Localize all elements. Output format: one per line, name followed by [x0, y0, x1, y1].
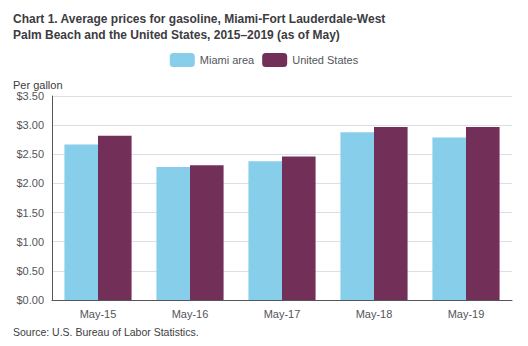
svg-text:$3.00: $3.00: [16, 119, 44, 131]
svg-text:May-17: May-17: [264, 308, 301, 320]
svg-text:$1.50: $1.50: [16, 207, 44, 219]
svg-text:$1.00: $1.00: [16, 236, 44, 248]
svg-text:May-16: May-16: [172, 308, 209, 320]
svg-text:May-15: May-15: [80, 308, 117, 320]
svg-text:Palm Beach and the United Stat: Palm Beach and the United States, 2015–2…: [13, 28, 340, 42]
svg-text:$3.50: $3.50: [16, 90, 44, 102]
svg-text:$0.00: $0.00: [16, 294, 44, 306]
svg-text:Chart 1. Average prices for ga: Chart 1. Average prices for gasoline, Mi…: [13, 12, 385, 26]
svg-text:$0.50: $0.50: [16, 265, 44, 277]
svg-text:Per gallon: Per gallon: [13, 79, 63, 91]
svg-text:Miami area: Miami area: [200, 54, 255, 66]
svg-text:May-19: May-19: [448, 308, 485, 320]
svg-text:$2.00: $2.00: [16, 177, 44, 189]
svg-text:United States: United States: [292, 54, 359, 66]
svg-text:Source: U.S. Bureau of Labor S: Source: U.S. Bureau of Labor Statistics.: [13, 326, 199, 338]
svg-text:$2.50: $2.50: [16, 148, 44, 160]
svg-text:May-18: May-18: [356, 308, 393, 320]
